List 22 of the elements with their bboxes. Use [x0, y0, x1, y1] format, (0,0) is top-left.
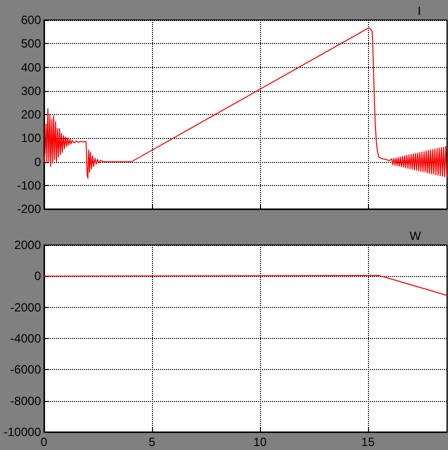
chart-title: I [418, 4, 422, 18]
y-tick-label: -2000 [10, 300, 42, 314]
y-tick-label: -200 [16, 202, 42, 216]
y-tick-label: -100 [16, 178, 42, 192]
y-tick-label: -6000 [10, 362, 42, 377]
y-tick-label: 200 [20, 108, 42, 122]
x-tick-label: 5 [148, 435, 156, 449]
y-tick-label: 300 [20, 84, 42, 98]
chart-title: W [410, 229, 422, 243]
x-tick-label: 10 [253, 435, 267, 449]
y-tick-label: -4000 [10, 332, 42, 346]
x-tick-label: 15 [361, 435, 375, 449]
y-tick-label: 500 [20, 36, 42, 51]
y-tick-label: 0 [34, 269, 42, 284]
y-tick-label: -8000 [10, 394, 42, 408]
y-tick-label: 2000 [14, 238, 42, 252]
y-tick-label: 600 [20, 13, 42, 27]
y-tick-label: 400 [20, 60, 42, 74]
y-tick-label: 0 [34, 154, 42, 169]
line-series [44, 28, 448, 179]
y-tick-label: -10000 [4, 425, 42, 439]
y-tick-label: 100 [20, 131, 42, 146]
